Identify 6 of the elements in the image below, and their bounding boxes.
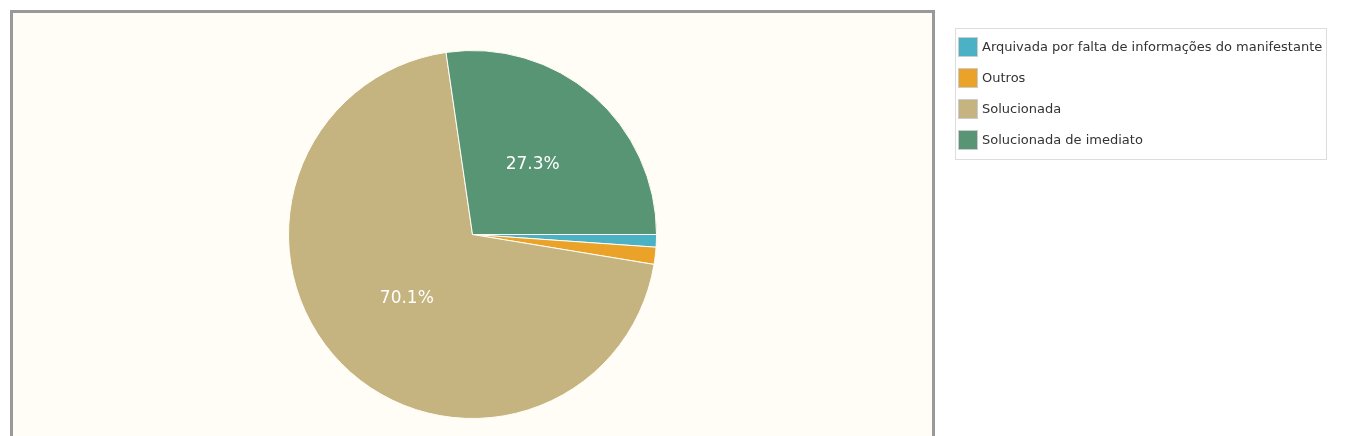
data-label: 27.3% <box>505 153 560 174</box>
legend-label: Outros <box>982 70 1026 85</box>
data-label: 70.1% <box>379 287 434 308</box>
legend-label: Solucionada de imediato <box>982 132 1143 147</box>
legend-label: Arquivada por falta de informações do manifestante <box>982 39 1323 54</box>
legend-label: Solucionada <box>982 101 1062 116</box>
